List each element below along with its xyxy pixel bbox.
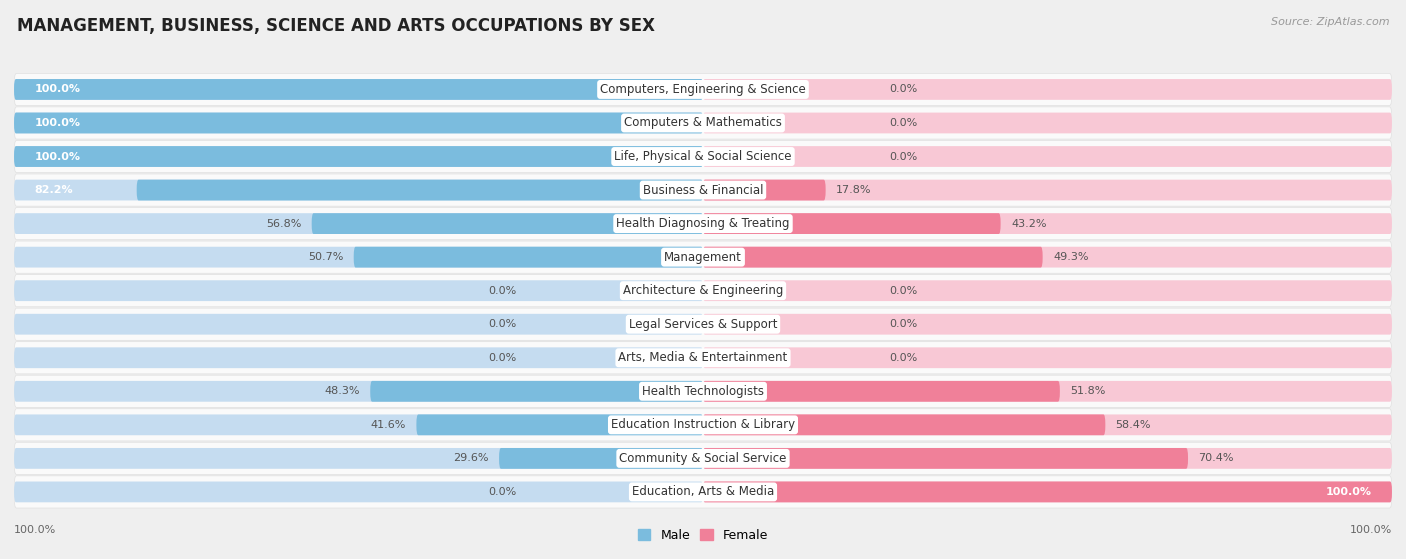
FancyBboxPatch shape (703, 280, 1392, 301)
Text: 51.8%: 51.8% (1070, 386, 1105, 396)
FancyBboxPatch shape (14, 274, 1392, 307)
FancyBboxPatch shape (703, 179, 825, 201)
Legend: Male, Female: Male, Female (638, 529, 768, 542)
Text: Education Instruction & Library: Education Instruction & Library (612, 418, 794, 432)
FancyBboxPatch shape (14, 414, 703, 435)
Text: 0.0%: 0.0% (489, 319, 517, 329)
Text: 82.2%: 82.2% (35, 185, 73, 195)
FancyBboxPatch shape (14, 174, 1392, 206)
Text: 50.7%: 50.7% (308, 252, 343, 262)
Text: 48.3%: 48.3% (325, 386, 360, 396)
FancyBboxPatch shape (703, 448, 1188, 469)
Text: 17.8%: 17.8% (837, 185, 872, 195)
FancyBboxPatch shape (14, 314, 703, 335)
Text: Life, Physical & Social Science: Life, Physical & Social Science (614, 150, 792, 163)
FancyBboxPatch shape (14, 146, 703, 167)
FancyBboxPatch shape (703, 247, 1043, 268)
FancyBboxPatch shape (703, 146, 1392, 167)
Text: Business & Financial: Business & Financial (643, 183, 763, 197)
Text: 56.8%: 56.8% (266, 219, 301, 229)
Text: Legal Services & Support: Legal Services & Support (628, 318, 778, 331)
Text: Health Diagnosing & Treating: Health Diagnosing & Treating (616, 217, 790, 230)
FancyBboxPatch shape (14, 247, 703, 268)
Text: 100.0%: 100.0% (35, 118, 80, 128)
FancyBboxPatch shape (14, 207, 1392, 240)
Text: 100.0%: 100.0% (1326, 487, 1371, 497)
Text: 0.0%: 0.0% (889, 151, 917, 162)
FancyBboxPatch shape (703, 314, 1392, 335)
FancyBboxPatch shape (14, 476, 1392, 508)
Text: 0.0%: 0.0% (889, 118, 917, 128)
FancyBboxPatch shape (14, 79, 703, 100)
FancyBboxPatch shape (703, 381, 1060, 402)
FancyBboxPatch shape (354, 247, 703, 268)
FancyBboxPatch shape (416, 414, 703, 435)
Text: MANAGEMENT, BUSINESS, SCIENCE AND ARTS OCCUPATIONS BY SEX: MANAGEMENT, BUSINESS, SCIENCE AND ARTS O… (17, 17, 655, 35)
Text: 70.4%: 70.4% (1198, 453, 1234, 463)
Text: 0.0%: 0.0% (889, 286, 917, 296)
FancyBboxPatch shape (14, 107, 1392, 139)
FancyBboxPatch shape (14, 375, 1392, 408)
FancyBboxPatch shape (14, 73, 1392, 106)
FancyBboxPatch shape (14, 342, 1392, 374)
FancyBboxPatch shape (703, 414, 1392, 435)
Text: Community & Social Service: Community & Social Service (619, 452, 787, 465)
FancyBboxPatch shape (703, 481, 1392, 503)
FancyBboxPatch shape (703, 213, 1392, 234)
Text: 41.6%: 41.6% (371, 420, 406, 430)
FancyBboxPatch shape (14, 79, 703, 100)
Text: 58.4%: 58.4% (1116, 420, 1152, 430)
FancyBboxPatch shape (14, 213, 703, 234)
FancyBboxPatch shape (14, 308, 1392, 340)
Text: 0.0%: 0.0% (489, 286, 517, 296)
Text: Computers & Mathematics: Computers & Mathematics (624, 116, 782, 130)
FancyBboxPatch shape (703, 448, 1392, 469)
Text: Arts, Media & Entertainment: Arts, Media & Entertainment (619, 351, 787, 364)
Text: 100.0%: 100.0% (14, 525, 56, 535)
FancyBboxPatch shape (703, 247, 1392, 268)
Text: 0.0%: 0.0% (889, 319, 917, 329)
Text: 43.2%: 43.2% (1011, 219, 1046, 229)
Text: Architecture & Engineering: Architecture & Engineering (623, 284, 783, 297)
Text: Health Technologists: Health Technologists (643, 385, 763, 398)
FancyBboxPatch shape (499, 448, 703, 469)
Text: 100.0%: 100.0% (35, 151, 80, 162)
Text: Computers, Engineering & Science: Computers, Engineering & Science (600, 83, 806, 96)
FancyBboxPatch shape (14, 481, 703, 503)
FancyBboxPatch shape (703, 79, 1392, 100)
Text: 0.0%: 0.0% (489, 487, 517, 497)
Text: 0.0%: 0.0% (489, 353, 517, 363)
FancyBboxPatch shape (14, 409, 1392, 441)
FancyBboxPatch shape (703, 381, 1392, 402)
FancyBboxPatch shape (14, 146, 703, 167)
FancyBboxPatch shape (703, 112, 1392, 134)
Text: 29.6%: 29.6% (453, 453, 489, 463)
Text: 0.0%: 0.0% (889, 353, 917, 363)
FancyBboxPatch shape (703, 414, 1105, 435)
Text: 100.0%: 100.0% (35, 84, 80, 94)
FancyBboxPatch shape (136, 179, 703, 201)
FancyBboxPatch shape (14, 179, 703, 201)
FancyBboxPatch shape (370, 381, 703, 402)
FancyBboxPatch shape (14, 381, 703, 402)
FancyBboxPatch shape (703, 213, 1001, 234)
FancyBboxPatch shape (14, 448, 703, 469)
FancyBboxPatch shape (703, 481, 1392, 503)
Text: Source: ZipAtlas.com: Source: ZipAtlas.com (1271, 17, 1389, 27)
Text: 0.0%: 0.0% (889, 84, 917, 94)
FancyBboxPatch shape (703, 347, 1392, 368)
FancyBboxPatch shape (14, 112, 703, 134)
FancyBboxPatch shape (14, 347, 703, 368)
Text: Education, Arts & Media: Education, Arts & Media (631, 485, 775, 499)
FancyBboxPatch shape (14, 140, 1392, 173)
FancyBboxPatch shape (14, 241, 1392, 273)
FancyBboxPatch shape (14, 280, 703, 301)
FancyBboxPatch shape (14, 442, 1392, 475)
Text: 100.0%: 100.0% (1350, 525, 1392, 535)
FancyBboxPatch shape (14, 112, 703, 134)
Text: Management: Management (664, 250, 742, 264)
FancyBboxPatch shape (703, 179, 1392, 201)
Text: 49.3%: 49.3% (1053, 252, 1088, 262)
FancyBboxPatch shape (312, 213, 703, 234)
